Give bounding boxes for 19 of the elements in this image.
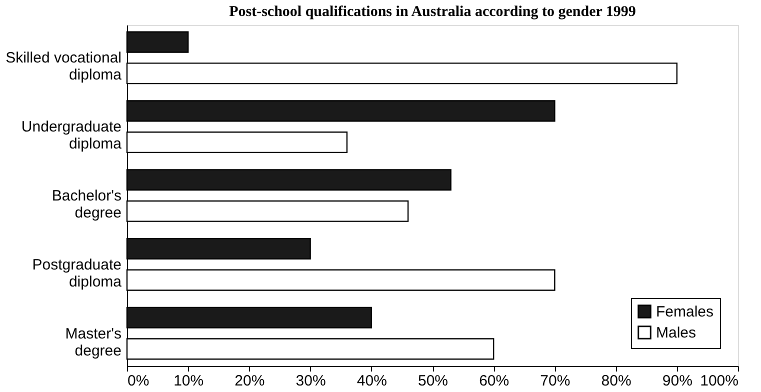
y-tick-label: Master's degree <box>65 325 122 360</box>
x-tick-label: 90% <box>662 372 692 390</box>
legend-label: Females <box>656 304 714 320</box>
x-tick-label: 60% <box>479 372 510 390</box>
x-tick-label: 70% <box>540 372 570 390</box>
x-tick-label: 80% <box>601 372 632 390</box>
x-tick-label: 10% <box>174 372 204 390</box>
legend-label: Males <box>656 324 696 342</box>
y-tick-label: Skilled vocational diploma <box>6 50 122 84</box>
y-tick-label: Undergraduate diploma <box>21 118 122 153</box>
x-tick-label: 100% <box>700 372 738 390</box>
x-tick-label: 50% <box>418 372 448 390</box>
x-tick-label: 40% <box>356 372 387 390</box>
x-tick-label: 0% <box>128 372 150 390</box>
y-tick-label: Bachelor's degree <box>52 188 122 222</box>
x-tick-label: 30% <box>296 372 326 390</box>
x-tick-label: 20% <box>234 372 265 390</box>
chart-title: Post-school qualifications in Australia according to gender 1999 <box>229 4 636 20</box>
y-tick-label: Postgraduate diploma <box>32 256 122 290</box>
